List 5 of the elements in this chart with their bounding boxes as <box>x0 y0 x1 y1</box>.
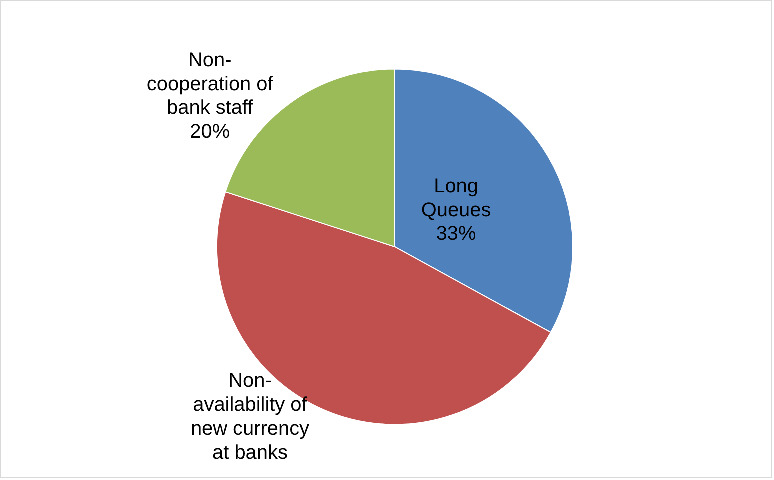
slice-label: Long Queues <box>421 175 492 222</box>
data-label: 20% <box>190 121 230 144</box>
data-label: 33% <box>436 223 476 246</box>
slice-label: Non-cooperation of bank staff <box>146 49 274 120</box>
slice-label: Non-availability of new currency at banks <box>190 370 310 464</box>
